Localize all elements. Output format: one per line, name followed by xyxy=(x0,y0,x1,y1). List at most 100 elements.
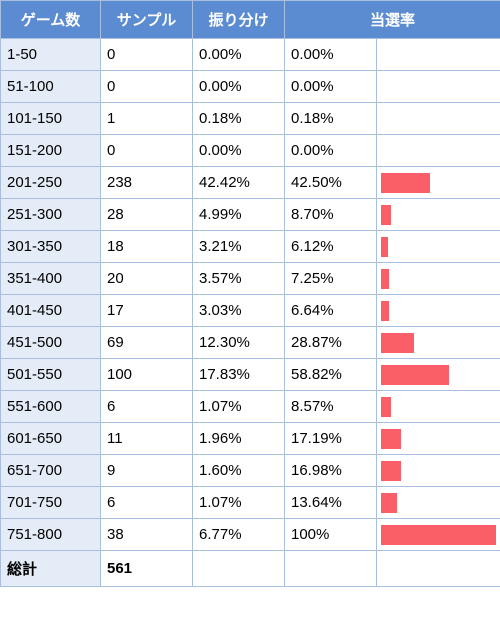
cell-games: 101-150 xyxy=(1,103,101,135)
cell-distribution: 1.96% xyxy=(193,423,285,455)
cell-distribution: 1.07% xyxy=(193,391,285,423)
cell-sample: 0 xyxy=(101,135,193,167)
bar-fill xyxy=(381,173,430,193)
cell-bar xyxy=(377,455,500,487)
cell-distribution: 1.60% xyxy=(193,455,285,487)
cell-bar xyxy=(377,391,500,423)
cell-distribution: 17.83% xyxy=(193,359,285,391)
table-row: 101-15010.18%0.18% xyxy=(1,103,500,135)
cell-bar xyxy=(377,39,500,71)
cell-sample: 28 xyxy=(101,199,193,231)
cell-bar xyxy=(377,487,500,519)
cell-bar xyxy=(377,71,500,103)
table-row: 51-10000.00%0.00% xyxy=(1,71,500,103)
cell-bar xyxy=(377,327,500,359)
cell-distribution: 0.18% xyxy=(193,103,285,135)
bar-fill xyxy=(381,237,388,257)
cell-distribution: 0.00% xyxy=(193,71,285,103)
cell-distribution: 0.00% xyxy=(193,39,285,71)
cell-games: 701-750 xyxy=(1,487,101,519)
cell-games: 301-350 xyxy=(1,231,101,263)
cell-win-rate: 0.00% xyxy=(285,135,377,167)
cell-games: 401-450 xyxy=(1,295,101,327)
table-row: 451-5006912.30%28.87% xyxy=(1,327,500,359)
cell-bar xyxy=(377,263,500,295)
cell-total-bar xyxy=(377,551,500,587)
cell-distribution: 6.77% xyxy=(193,519,285,551)
cell-win-rate: 6.64% xyxy=(285,295,377,327)
table-row: 351-400203.57%7.25% xyxy=(1,263,500,295)
cell-win-rate: 13.64% xyxy=(285,487,377,519)
table-row: 601-650111.96%17.19% xyxy=(1,423,500,455)
cell-bar xyxy=(377,103,500,135)
cell-bar xyxy=(377,167,500,199)
header-distribution: 振り分け xyxy=(193,1,285,39)
cell-games: 201-250 xyxy=(1,167,101,199)
bar-fill xyxy=(381,461,401,481)
cell-distribution: 3.21% xyxy=(193,231,285,263)
cell-sample: 1 xyxy=(101,103,193,135)
cell-bar xyxy=(377,199,500,231)
data-table: ゲーム数 サンプル 振り分け 当選率 1-5000.00%0.00%51-100… xyxy=(0,0,500,587)
cell-sample: 9 xyxy=(101,455,193,487)
table-row: 701-75061.07%13.64% xyxy=(1,487,500,519)
table-row: 551-60061.07%8.57% xyxy=(1,391,500,423)
bar-fill xyxy=(381,365,449,385)
header-sample: サンプル xyxy=(101,1,193,39)
table-header: ゲーム数 サンプル 振り分け 当選率 xyxy=(1,1,500,39)
bar-fill xyxy=(381,301,389,321)
cell-sample: 17 xyxy=(101,295,193,327)
bar-fill xyxy=(381,429,401,449)
cell-distribution: 3.57% xyxy=(193,263,285,295)
header-games: ゲーム数 xyxy=(1,1,101,39)
cell-total-dist xyxy=(193,551,285,587)
cell-bar xyxy=(377,295,500,327)
cell-sample: 69 xyxy=(101,327,193,359)
cell-games: 251-300 xyxy=(1,199,101,231)
cell-win-rate: 28.87% xyxy=(285,327,377,359)
cell-bar xyxy=(377,359,500,391)
bar-fill xyxy=(381,525,496,545)
cell-sample: 238 xyxy=(101,167,193,199)
cell-games: 1-50 xyxy=(1,39,101,71)
cell-distribution: 0.00% xyxy=(193,135,285,167)
cell-sample: 100 xyxy=(101,359,193,391)
bar-fill xyxy=(381,333,414,353)
cell-distribution: 4.99% xyxy=(193,199,285,231)
cell-sample: 6 xyxy=(101,487,193,519)
cell-win-rate: 0.18% xyxy=(285,103,377,135)
cell-win-rate: 58.82% xyxy=(285,359,377,391)
cell-distribution: 3.03% xyxy=(193,295,285,327)
cell-win-rate: 16.98% xyxy=(285,455,377,487)
cell-win-rate: 8.57% xyxy=(285,391,377,423)
bar-fill xyxy=(381,269,389,289)
cell-win-rate: 17.19% xyxy=(285,423,377,455)
cell-sample: 38 xyxy=(101,519,193,551)
cell-win-rate: 7.25% xyxy=(285,263,377,295)
table-row: 401-450173.03%6.64% xyxy=(1,295,500,327)
header-win-rate: 当選率 xyxy=(285,1,500,39)
table-body: 1-5000.00%0.00%51-10000.00%0.00%101-1501… xyxy=(1,39,500,587)
cell-sample: 6 xyxy=(101,391,193,423)
cell-bar xyxy=(377,423,500,455)
table-row: 201-25023842.42%42.50% xyxy=(1,167,500,199)
cell-sample: 20 xyxy=(101,263,193,295)
cell-win-rate: 0.00% xyxy=(285,39,377,71)
cell-win-rate: 100% xyxy=(285,519,377,551)
cell-bar xyxy=(377,135,500,167)
cell-sample: 0 xyxy=(101,71,193,103)
cell-win-rate: 42.50% xyxy=(285,167,377,199)
bar-fill xyxy=(381,205,391,225)
table-row: 651-70091.60%16.98% xyxy=(1,455,500,487)
cell-games: 601-650 xyxy=(1,423,101,455)
table-row: 301-350183.21%6.12% xyxy=(1,231,500,263)
table-row: 501-55010017.83%58.82% xyxy=(1,359,500,391)
cell-total-label: 総計 xyxy=(1,551,101,587)
cell-sample: 0 xyxy=(101,39,193,71)
table-row: 1-5000.00%0.00% xyxy=(1,39,500,71)
cell-games: 651-700 xyxy=(1,455,101,487)
cell-sample: 11 xyxy=(101,423,193,455)
bar-fill xyxy=(381,493,397,513)
cell-total-sample: 561 xyxy=(101,551,193,587)
cell-bar xyxy=(377,519,500,551)
